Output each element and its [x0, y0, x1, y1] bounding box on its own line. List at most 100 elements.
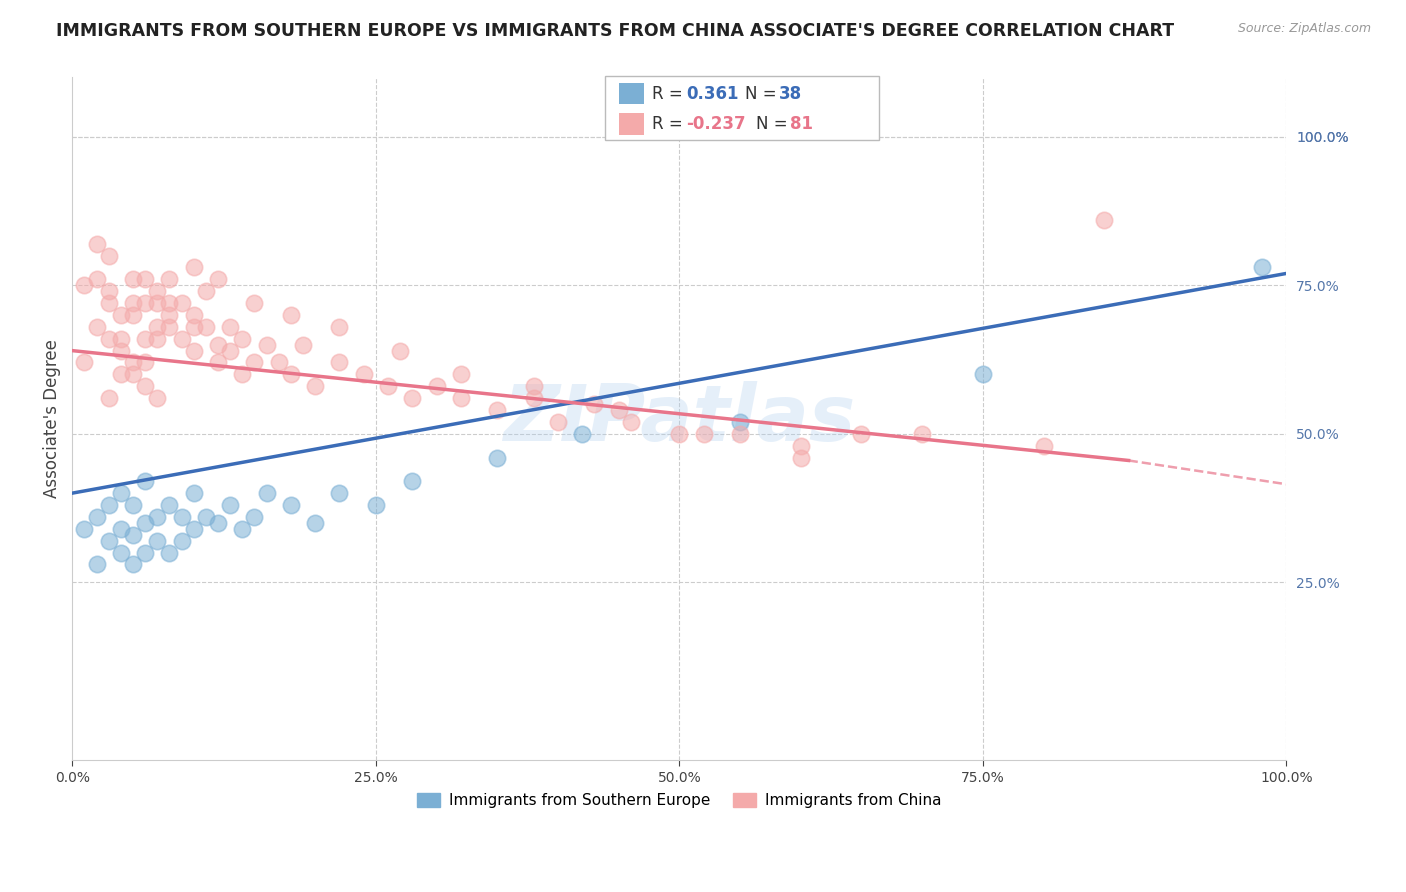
Point	[583, 397, 606, 411]
Point	[425, 379, 447, 393]
Point	[97, 533, 120, 548]
Point	[256, 486, 278, 500]
Point	[280, 308, 302, 322]
Text: 38: 38	[779, 85, 801, 103]
Point	[291, 337, 314, 351]
Point	[97, 332, 120, 346]
Point	[110, 368, 132, 382]
Point	[523, 379, 546, 393]
Point	[450, 391, 472, 405]
Point	[97, 249, 120, 263]
Point	[219, 319, 242, 334]
Point	[73, 278, 96, 293]
Point	[523, 391, 546, 405]
Point	[97, 498, 120, 512]
Point	[280, 498, 302, 512]
Text: -0.237: -0.237	[686, 115, 745, 133]
Point	[194, 319, 217, 334]
Point	[607, 403, 630, 417]
Point	[243, 296, 266, 310]
Point	[86, 236, 108, 251]
Point	[73, 522, 96, 536]
Point	[353, 368, 375, 382]
Point	[231, 368, 253, 382]
Point	[146, 284, 169, 298]
Point	[207, 355, 229, 369]
Point	[790, 450, 813, 465]
Point	[110, 522, 132, 536]
Point	[280, 368, 302, 382]
Point	[207, 337, 229, 351]
Point	[790, 439, 813, 453]
Point	[219, 343, 242, 358]
Point	[97, 391, 120, 405]
Text: 81: 81	[790, 115, 813, 133]
Point	[146, 533, 169, 548]
Point	[851, 426, 873, 441]
Point	[256, 337, 278, 351]
Point	[231, 522, 253, 536]
Point	[157, 296, 180, 310]
Point	[134, 516, 156, 530]
Point	[97, 296, 120, 310]
Point	[157, 545, 180, 559]
Text: R =: R =	[652, 115, 689, 133]
Point	[304, 379, 326, 393]
Point	[972, 368, 994, 382]
Point	[146, 391, 169, 405]
Point	[170, 509, 193, 524]
Point	[157, 319, 180, 334]
Point	[146, 296, 169, 310]
Text: R =: R =	[652, 85, 689, 103]
Point	[122, 296, 145, 310]
Text: N =: N =	[745, 85, 782, 103]
Point	[207, 516, 229, 530]
Point	[157, 308, 180, 322]
Point	[328, 319, 350, 334]
Text: Source: ZipAtlas.com: Source: ZipAtlas.com	[1237, 22, 1371, 36]
Point	[146, 319, 169, 334]
Point	[1092, 213, 1115, 227]
Point	[122, 527, 145, 541]
Point	[183, 260, 205, 275]
Point	[122, 368, 145, 382]
Point	[183, 308, 205, 322]
Point	[183, 319, 205, 334]
Point	[146, 332, 169, 346]
Point	[620, 415, 643, 429]
Point	[134, 379, 156, 393]
Point	[728, 426, 751, 441]
Point	[86, 319, 108, 334]
Point	[486, 450, 509, 465]
Point	[73, 355, 96, 369]
Legend: Immigrants from Southern Europe, Immigrants from China: Immigrants from Southern Europe, Immigra…	[411, 787, 948, 814]
Point	[183, 522, 205, 536]
Point	[157, 498, 180, 512]
Point	[328, 355, 350, 369]
Point	[231, 332, 253, 346]
Point	[183, 343, 205, 358]
Point	[134, 355, 156, 369]
Point	[146, 509, 169, 524]
Point	[194, 509, 217, 524]
Point	[194, 284, 217, 298]
Point	[547, 415, 569, 429]
Point	[134, 545, 156, 559]
Point	[122, 308, 145, 322]
Point	[122, 355, 145, 369]
Point	[486, 403, 509, 417]
Point	[183, 486, 205, 500]
Point	[243, 509, 266, 524]
Point	[122, 498, 145, 512]
Text: 0.361: 0.361	[686, 85, 738, 103]
Point	[267, 355, 290, 369]
Point	[122, 558, 145, 572]
Point	[110, 308, 132, 322]
Point	[110, 545, 132, 559]
Y-axis label: Associate's Degree: Associate's Degree	[44, 340, 60, 499]
Point	[364, 498, 387, 512]
Point	[219, 498, 242, 512]
Point	[134, 475, 156, 489]
Point	[304, 516, 326, 530]
Point	[110, 332, 132, 346]
